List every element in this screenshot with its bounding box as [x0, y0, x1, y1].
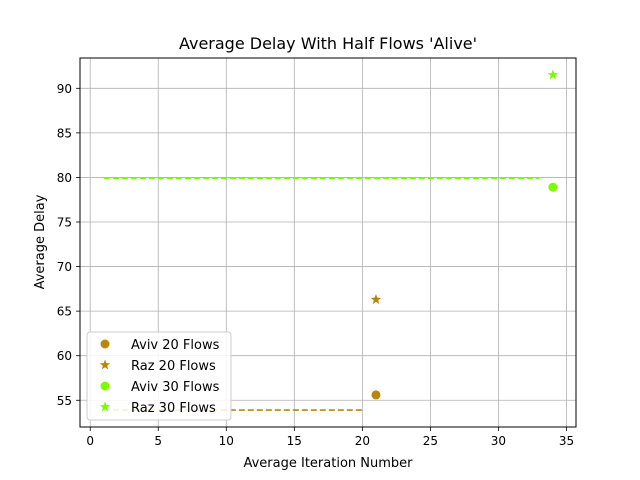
y-tick-label: 75 [57, 216, 72, 230]
data-points [370, 69, 559, 400]
x-tick-label: 20 [355, 434, 370, 448]
x-tick-label: 35 [559, 434, 574, 448]
x-tick-label: 25 [423, 434, 438, 448]
legend-marker [100, 381, 110, 391]
legend-marker [99, 401, 111, 412]
data-point [547, 69, 559, 80]
y-axis-ticks: 55 60 65 70 75 80 85 90 [57, 82, 80, 408]
legend-label: Raz 30 Flows [131, 401, 216, 416]
x-tick-label: 15 [287, 434, 302, 448]
y-tick-label: 55 [57, 394, 72, 408]
x-tick-label: 30 [491, 434, 506, 448]
legend-box [86, 331, 232, 421]
grid [80, 58, 576, 427]
x-axis-ticks: 0 5 10 15 20 25 30 35 [86, 427, 574, 448]
x-axis-label: Average Iteration Number [243, 456, 413, 471]
data-point [371, 390, 381, 400]
legend-marker [99, 359, 111, 370]
x-tick-label: 5 [154, 434, 162, 448]
chart-title: Average Delay With Half Flows 'Alive' [179, 34, 477, 53]
data-point [370, 294, 382, 304]
x-tick-label: 10 [219, 434, 234, 448]
y-tick-label: 70 [57, 260, 72, 274]
plot-frame [79, 57, 577, 428]
legend-label: Aviv 20 Flows [131, 338, 220, 353]
legend-label: Raz 20 Flows [131, 359, 216, 374]
y-tick-label: 80 [57, 171, 72, 185]
y-axis-label: Average Delay [33, 194, 48, 289]
reference-lines [103, 177, 540, 411]
legend-marker [100, 339, 110, 349]
y-tick-label: 85 [57, 126, 72, 140]
x-tick-label: 0 [86, 434, 94, 448]
y-tick-label: 90 [57, 82, 72, 96]
legend-label: Aviv 30 Flows [131, 380, 220, 395]
y-tick-label: 60 [57, 349, 72, 363]
data-point [548, 182, 558, 192]
legend: Aviv 20 Flows Raz 20 Flows Aviv 30 Flows Ra… [86, 331, 232, 421]
y-tick-label: 65 [57, 305, 72, 319]
